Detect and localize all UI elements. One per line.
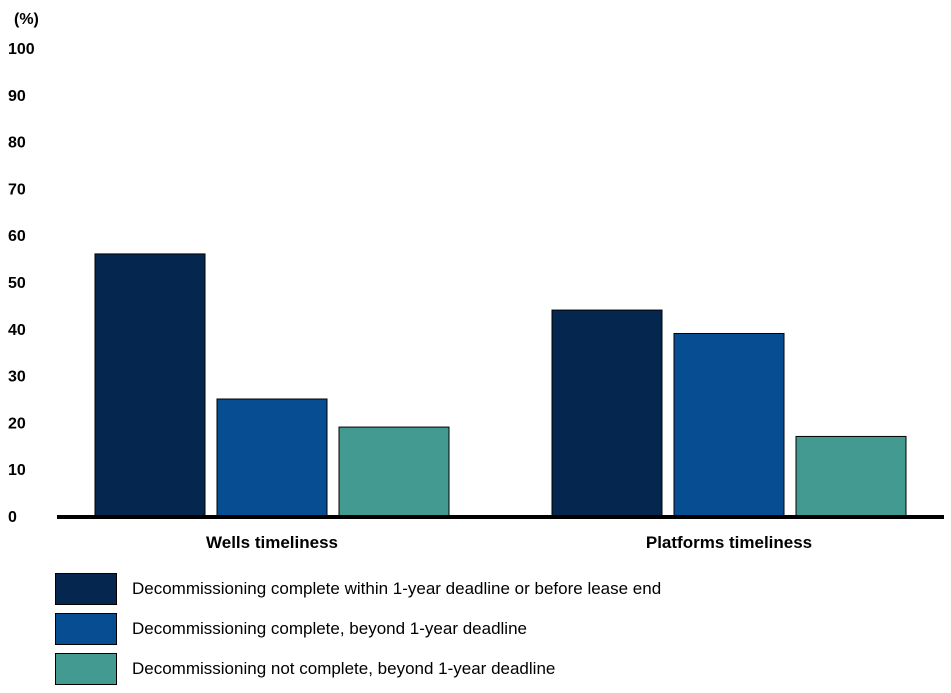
legend: Decommissioning complete within 1-year d… [55, 573, 935, 693]
category-labels: Wells timeliness Platforms timeliness [206, 533, 812, 552]
y-axis-unit-label: (%) [14, 11, 39, 28]
legend-swatch [55, 573, 117, 605]
category-label: Platforms timeliness [646, 533, 812, 552]
legend-item: Decommissioning not complete, beyond 1-y… [55, 653, 935, 685]
legend-item: Decommissioning complete, beyond 1-year … [55, 613, 935, 645]
y-tick-label: 20 [8, 415, 26, 432]
legend-label: Decommissioning not complete, beyond 1-y… [132, 659, 556, 678]
y-tick-label: 90 [8, 88, 26, 105]
legend-swatch [55, 653, 117, 685]
bar [338, 426, 450, 517]
y-tick-label: 50 [8, 275, 26, 292]
bar [216, 398, 328, 517]
bar [673, 332, 785, 517]
y-tick-label: 80 [8, 135, 26, 152]
legend-label: Decommissioning complete within 1-year d… [132, 579, 662, 598]
bar [795, 435, 907, 517]
y-tick-label: 60 [8, 228, 26, 245]
bar [94, 253, 206, 517]
category-label: Wells timeliness [206, 533, 338, 552]
bars [94, 253, 907, 517]
y-tick-label: 30 [8, 369, 26, 386]
bar [551, 309, 663, 517]
legend-label: Decommissioning complete, beyond 1-year … [132, 619, 527, 638]
y-tick-label: 0 [8, 509, 17, 526]
legend-swatch [55, 613, 117, 645]
y-tick-label: 100 [8, 41, 35, 58]
legend-item: Decommissioning complete within 1-year d… [55, 573, 935, 605]
y-tick-label: 70 [8, 181, 26, 198]
y-axis-ticks: 0 10 20 30 40 50 60 70 80 90 100 [8, 41, 35, 526]
bar-chart: (%) 0 10 20 30 40 50 60 70 80 90 100 Wells timelin… [8, 11, 944, 552]
y-tick-label: 10 [8, 462, 26, 479]
y-tick-label: 40 [8, 322, 26, 339]
